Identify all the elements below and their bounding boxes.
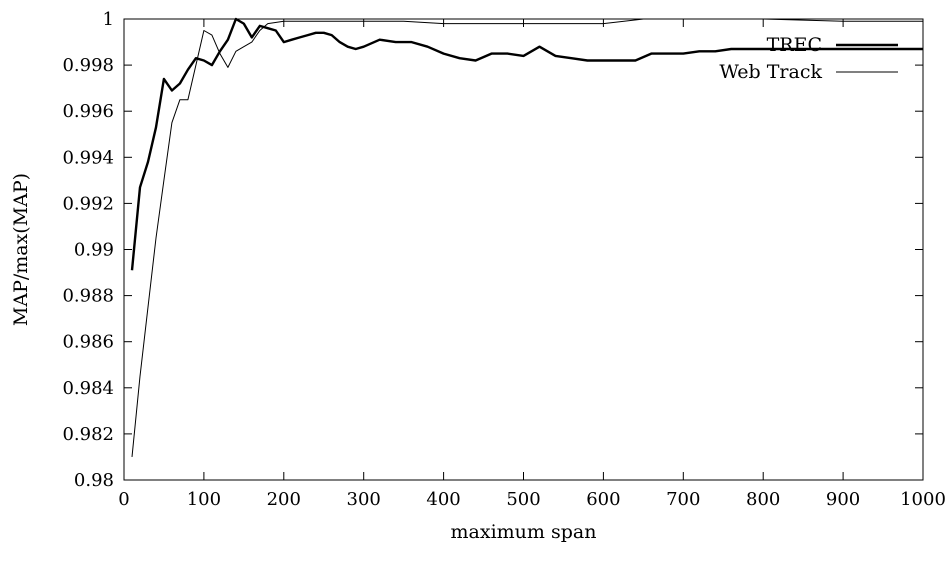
legend-label: Web Track bbox=[719, 61, 822, 83]
x-tick-label: 0 bbox=[118, 489, 129, 510]
x-tick-label: 200 bbox=[267, 489, 301, 510]
y-tick-label: 0.992 bbox=[62, 193, 114, 214]
y-tick-label: 0.996 bbox=[62, 101, 114, 122]
legend-label: TREC bbox=[767, 34, 822, 56]
series-layer bbox=[130, 17, 923, 457]
x-tick-label: 1000 bbox=[900, 489, 946, 510]
x-tick-label: 700 bbox=[666, 489, 700, 510]
y-tick-label: 0.994 bbox=[62, 147, 114, 168]
y-tick-label: 0.982 bbox=[62, 424, 114, 445]
x-tick-label: 900 bbox=[826, 489, 860, 510]
plot-frame bbox=[123, 18, 924, 481]
y-tick-label: 0.988 bbox=[62, 286, 114, 307]
x-axis-title: maximum span bbox=[451, 521, 597, 543]
x-tick-label: 300 bbox=[347, 489, 381, 510]
x-axis: 0 100 200 300 400 500 600 700 800 900 1000 bbox=[118, 19, 946, 510]
y-axis-title: MAP/max(MAP) bbox=[10, 173, 32, 326]
y-tick-label: 0.998 bbox=[62, 55, 114, 76]
series-line-trec bbox=[130, 17, 923, 271]
y-tick-label: 0.98 bbox=[74, 470, 114, 491]
y-tick-label: 0.99 bbox=[74, 240, 114, 261]
x-tick-label: 100 bbox=[187, 489, 221, 510]
y-tick-label: 1 bbox=[103, 9, 114, 30]
legend: TREC Web Track bbox=[719, 34, 898, 83]
y-tick-label: 0.986 bbox=[62, 332, 114, 353]
y-axis: 0.98 0.982 0.984 0.986 0.988 0.99 0.992 0.994 0.… bbox=[62, 9, 923, 491]
series-line-web-track bbox=[131, 18, 923, 457]
x-tick-label: 600 bbox=[586, 489, 620, 510]
x-tick-label: 400 bbox=[426, 489, 460, 510]
y-tick-label: 0.984 bbox=[62, 378, 114, 399]
x-tick-label: 500 bbox=[506, 489, 540, 510]
x-tick-label: 800 bbox=[746, 489, 780, 510]
